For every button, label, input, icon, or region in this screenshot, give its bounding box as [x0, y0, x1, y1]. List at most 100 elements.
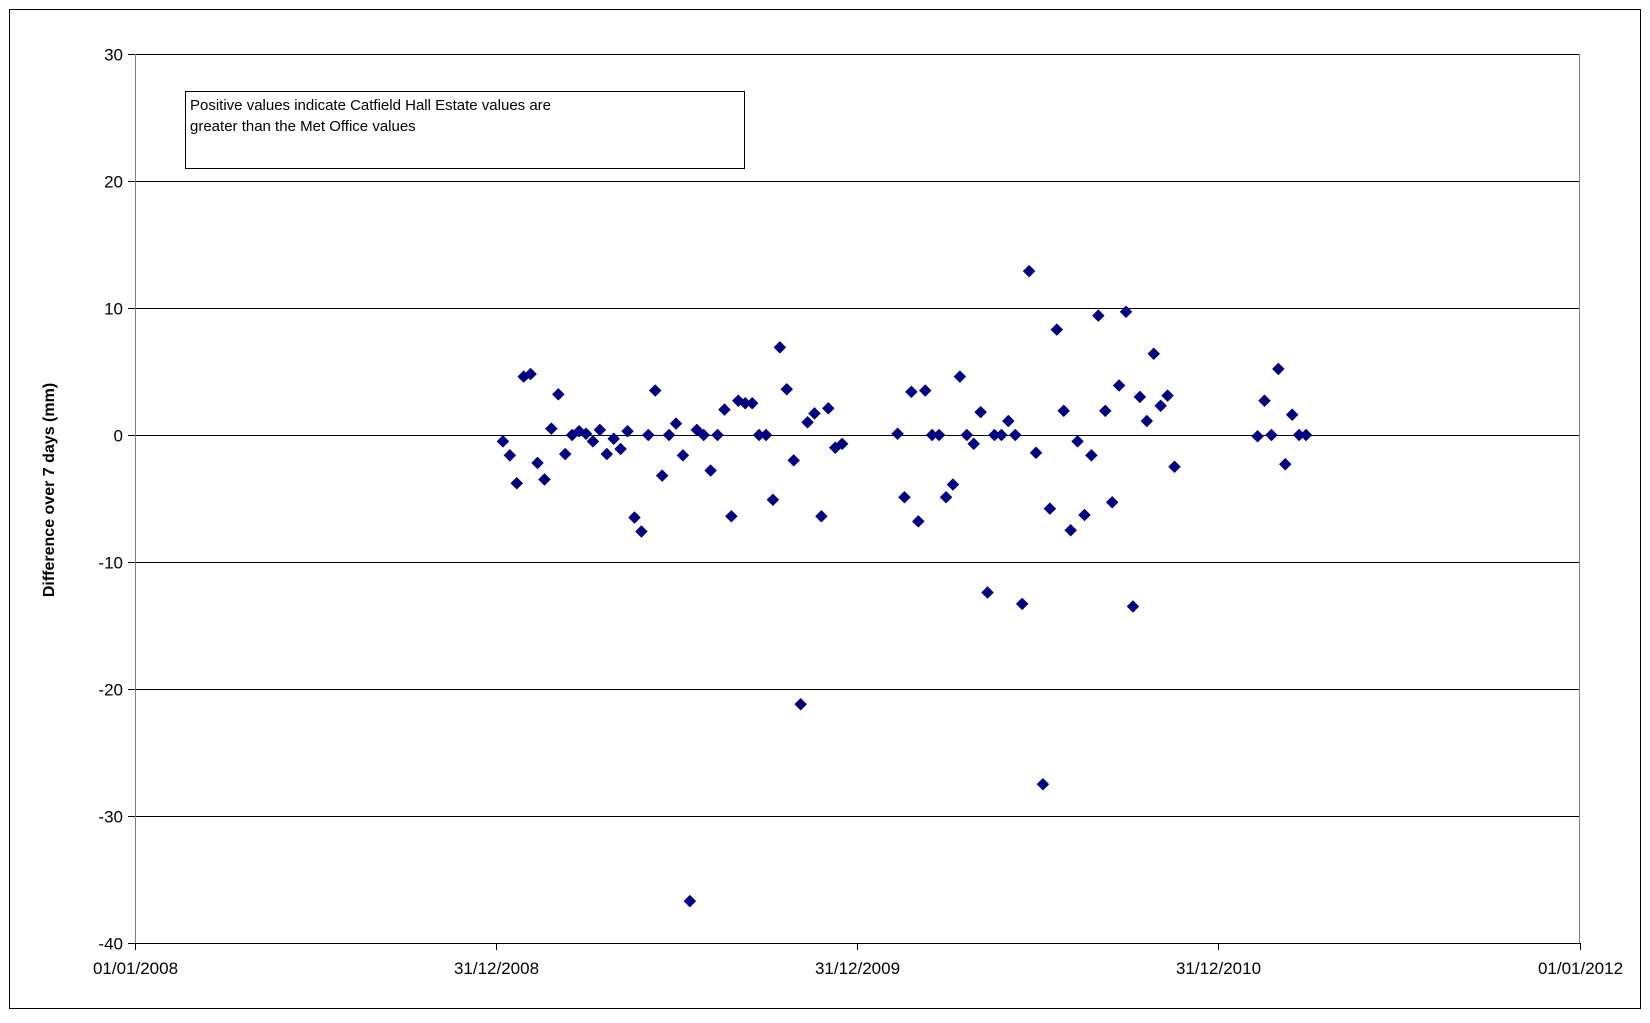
annotation-box: Positive values indicate Catfield Hall E…: [185, 91, 745, 169]
data-point: [531, 456, 544, 470]
data-point: [1085, 448, 1098, 462]
data-point: [1105, 495, 1119, 509]
y-tick-label: 20: [104, 173, 123, 192]
data-point: [1112, 379, 1126, 392]
data-point: [731, 394, 745, 408]
y-tick-label: -10: [98, 554, 123, 573]
data-point: [545, 422, 558, 436]
data-point: [496, 434, 510, 448]
data-point: [607, 432, 621, 446]
data-point: [974, 405, 987, 419]
y-tick-label: 30: [104, 46, 123, 65]
data-point: [579, 427, 593, 441]
data-point: [953, 370, 967, 383]
data-point: [655, 469, 669, 482]
annotation-line-2: greater than the Met Office values: [190, 118, 416, 135]
annotation-line-1: Positive values indicate Catfield Hall E…: [190, 97, 551, 114]
data-point: [586, 434, 600, 448]
data-point: [773, 341, 787, 354]
data-point: [538, 473, 551, 486]
data-point: [1265, 428, 1278, 442]
data-point: [1043, 502, 1057, 516]
data-point: [1299, 428, 1313, 442]
data-point: [725, 509, 738, 523]
data-point: [524, 367, 537, 381]
x-tick-label: 31/12/2009: [815, 959, 900, 978]
data-point: [718, 403, 731, 416]
data-point: [1098, 404, 1112, 418]
data-point: [891, 427, 904, 441]
data-point: [1001, 414, 1015, 428]
data-point: [1029, 446, 1043, 460]
data-point: [1258, 394, 1271, 408]
y-tick-label: 10: [104, 300, 123, 319]
data-point: [835, 437, 849, 451]
data-point: [911, 515, 925, 528]
x-tick-label: 01/01/2008: [93, 959, 178, 978]
data-point: [745, 396, 759, 410]
data-point: [648, 384, 662, 397]
data-point: [683, 894, 697, 908]
data-point: [759, 428, 773, 442]
data-point: [621, 424, 634, 438]
data-point: [635, 525, 648, 538]
data-point: [711, 428, 724, 442]
data-point: [960, 428, 974, 442]
chart-border: [9, 9, 1641, 1009]
data-point: [981, 586, 994, 599]
data-point: [1251, 429, 1264, 443]
data-point: [766, 493, 780, 507]
data-point: [628, 511, 641, 524]
data-point: [939, 490, 953, 504]
data-point: [572, 424, 586, 438]
data-point: [918, 384, 932, 397]
data-point: [1147, 347, 1161, 361]
data-point: [1278, 457, 1292, 471]
data-point: [662, 428, 676, 442]
data-point: [815, 509, 828, 523]
data-point: [995, 428, 1008, 442]
data-point: [898, 490, 911, 504]
data-point: [1036, 777, 1050, 791]
data-point: [1285, 408, 1299, 422]
data-point: [558, 447, 572, 461]
x-tick-label: 01/01/2012: [1538, 959, 1623, 978]
data-point: [503, 448, 517, 462]
y-axis-label: Difference over 7 days (mm): [41, 383, 58, 597]
data-point: [1140, 414, 1154, 428]
y-tick-label: -30: [98, 808, 123, 827]
data-point: [1057, 404, 1071, 418]
x-tick-label: 31/12/2010: [1176, 959, 1261, 978]
data-point: [905, 385, 918, 399]
data-point: [821, 401, 835, 415]
axes: [128, 54, 1581, 950]
data-point: [690, 423, 704, 437]
data-point: [551, 388, 565, 401]
y-tick-label: 0: [114, 427, 123, 446]
data-point: [932, 428, 946, 442]
data-point: [1161, 389, 1174, 402]
data-point: [697, 428, 711, 442]
data-point: [510, 476, 524, 490]
data-point: [967, 437, 981, 451]
y-tick-label: -20: [98, 681, 123, 700]
data-point: [669, 417, 683, 430]
data-point: [1154, 399, 1167, 413]
data-point: [1119, 305, 1133, 319]
data-point: [787, 454, 801, 467]
data-point: [614, 442, 627, 456]
data-points: [496, 264, 1313, 908]
data-point: [1078, 508, 1091, 522]
data-point: [1168, 460, 1181, 474]
tick-labels: -40 -30 -20 -10 0 10 20 30 01/01/2008 31/12/2008 3…: [93, 46, 1623, 979]
data-point: [1022, 264, 1036, 278]
x-tick-label: 31/12/2008: [454, 959, 539, 978]
data-point: [676, 448, 690, 462]
data-point: [780, 382, 794, 396]
data-point: [704, 464, 717, 477]
data-point: [946, 478, 960, 491]
data-point: [1133, 390, 1147, 404]
data-point: [808, 407, 821, 420]
